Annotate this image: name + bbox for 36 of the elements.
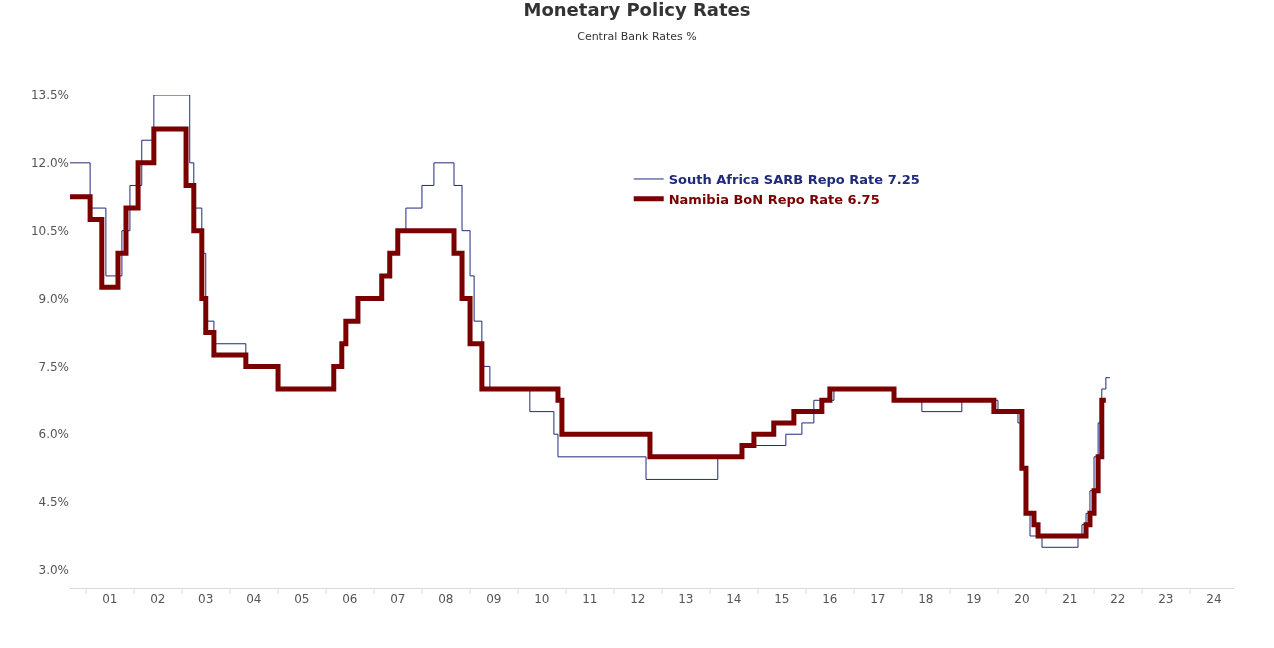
- x-tick-label: 04: [246, 592, 262, 607]
- y-tick-label: 6.0%: [38, 427, 69, 442]
- x-tick-label: 23: [1158, 592, 1174, 607]
- x-tick-label: 20: [1014, 592, 1030, 607]
- y-tick-label: 10.5%: [30, 223, 69, 238]
- x-tick-label: 09: [486, 592, 502, 607]
- x-tick-label: 02: [150, 592, 166, 607]
- x-tick-label: 12: [630, 592, 646, 607]
- x-tick-label: 03: [198, 592, 214, 607]
- x-tick-label: 22: [1110, 592, 1126, 607]
- y-tick-label: 13.5%: [30, 88, 69, 103]
- x-tick-label: 17: [870, 592, 886, 607]
- x-tick-label: 10: [534, 592, 550, 607]
- chart-title: Monetary Policy Rates: [523, 0, 751, 21]
- x-tick-label: 05: [294, 592, 310, 607]
- y-tick-label: 7.5%: [38, 359, 69, 374]
- x-tick-label: 15: [774, 592, 790, 607]
- x-tick-label: 21: [1062, 592, 1078, 607]
- x-tick-label: 11: [582, 592, 598, 607]
- x-tick-label: 06: [342, 592, 358, 607]
- x-tick-label: 08: [438, 592, 454, 607]
- x-tick-label: 01: [102, 592, 118, 607]
- legend-label: South Africa SARB Repo Rate 7.25: [668, 172, 920, 188]
- x-tick-label: 24: [1206, 592, 1222, 607]
- x-tick-label: 19: [966, 592, 982, 607]
- legend-label: Namibia BoN Repo Rate 6.75: [668, 191, 880, 207]
- x-tick-label: 18: [918, 592, 934, 607]
- y-tick-label: 9.0%: [38, 291, 69, 306]
- x-tick-label: 13: [678, 592, 694, 607]
- y-tick-label: 3.0%: [38, 563, 69, 578]
- x-tick-label: 14: [726, 592, 742, 607]
- x-tick-label: 16: [822, 592, 838, 607]
- y-tick-label: 4.5%: [38, 495, 69, 510]
- chart-subtitle: Central Bank Rates %: [577, 29, 697, 43]
- y-tick-label: 12.0%: [30, 156, 69, 171]
- x-tick-label: 07: [390, 592, 406, 607]
